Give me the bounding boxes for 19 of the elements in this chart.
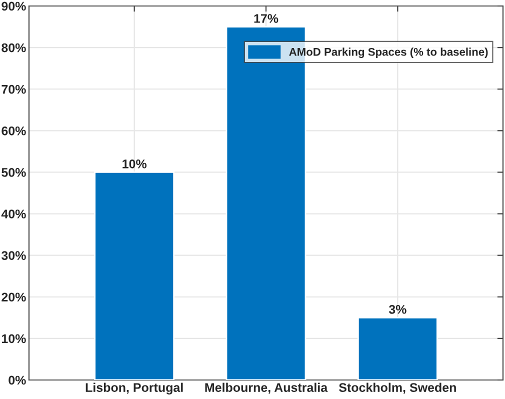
x-tick-label: Lisbon, Portugal <box>86 382 183 394</box>
legend-label: AMoD Parking Spaces (% to baseline) <box>289 48 488 58</box>
y-tick-label: 90% <box>2 2 26 11</box>
y-tick-label: 80% <box>2 43 26 52</box>
bar <box>357 316 438 380</box>
y-tick-label: 50% <box>2 168 26 177</box>
y-tick-label: 60% <box>2 126 26 136</box>
y-tick-label: 70% <box>2 84 26 94</box>
annotation: 3% <box>388 304 406 314</box>
bar <box>94 172 175 380</box>
y-tick-label: 10% <box>2 334 26 344</box>
y-tick-label: 40% <box>1 210 26 218</box>
x-tick-label: Melbourne, Australia <box>205 382 328 394</box>
y-tick-label: 20% <box>2 292 26 302</box>
annotation: 10% <box>122 160 147 168</box>
annotation: 17% <box>254 14 278 23</box>
x-tick-label: Stockholm, Sweden <box>338 382 456 394</box>
y-tick-label: 0% <box>8 376 26 385</box>
y-tick-label: 30% <box>1 251 26 260</box>
